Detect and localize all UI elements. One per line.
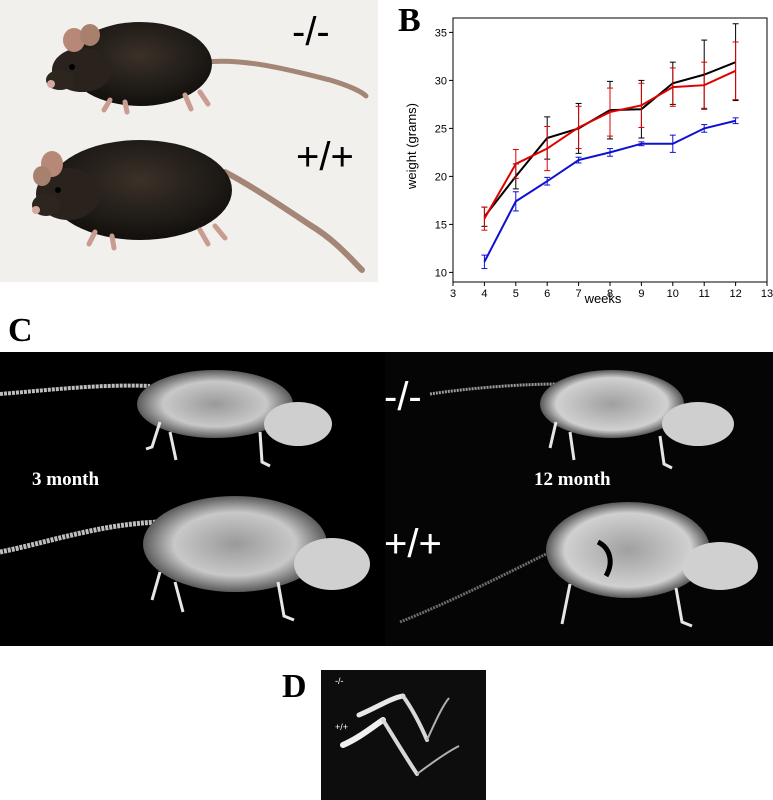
wildtype-leg-bones (340, 717, 460, 776)
y-tick-label: 10 (435, 267, 447, 279)
age-label-3-month: 3 month (32, 469, 99, 490)
y-tick-label: 30 (435, 75, 447, 87)
panel-c-letter: C (8, 312, 33, 349)
leg-bone-xray: -/- +/+ (321, 670, 486, 800)
chart-series (481, 23, 739, 270)
x-tick-label: 6 (544, 288, 550, 300)
x-tick-label: 8 (607, 288, 613, 300)
y-tick-label: 35 (435, 27, 447, 39)
x-tick-label: 9 (638, 288, 644, 300)
x-tick-label: 12 (729, 288, 741, 300)
genotype-label-wildtype: +/+ (296, 135, 354, 179)
xray-knockout-12-month (429, 370, 734, 470)
x-tick-label: 11 (698, 288, 709, 300)
x-tick-label: 13 (761, 288, 773, 300)
xray-wildtype-3-month (0, 496, 370, 622)
x-tick-label: 10 (667, 288, 679, 300)
bone-genotype-knockout: -/- (335, 676, 344, 686)
x-tick-label: 4 (481, 288, 487, 300)
x-tick-label: 7 (576, 288, 582, 300)
xray-knockout-3-month (0, 370, 332, 468)
x-tick-label: 3 (450, 288, 456, 300)
panel-b-letter: B (398, 2, 421, 39)
age-label-12-month: 12 month (534, 469, 611, 490)
x-tick-label: 5 (513, 288, 519, 300)
mice-photo: -/- +/+ (0, 0, 378, 282)
wildtype-mouse (32, 140, 365, 273)
weight-chart: 3 4 5 6 7 8 9 10 11 12 13 10 15 20 25 30 35 weeks weight… (404, 17, 773, 306)
knockout-mouse (46, 22, 369, 115)
chart-axes: 3 4 5 6 7 8 9 10 11 12 13 10 15 20 25 30 35 (435, 17, 773, 300)
knockout-leg-bones (356, 693, 450, 742)
bone-genotype-wildtype: +/+ (335, 722, 348, 732)
genotype-label-knockout: -/- (292, 10, 330, 54)
y-tick-label: 25 (435, 123, 447, 135)
xray-panel: 3 month 12 month -/- +/+ (0, 352, 773, 646)
x-axis-label: weeks (584, 291, 622, 306)
y-tick-label: 15 (435, 219, 447, 231)
xray-wildtype-12-month (399, 502, 758, 628)
xray-genotype-knockout: -/- (384, 375, 422, 419)
y-axis-label: weight (grams) (404, 103, 419, 190)
series-line-2 (483, 119, 736, 263)
panel-d-letter: D (282, 668, 307, 705)
xray-genotype-wildtype: +/+ (384, 522, 442, 566)
y-tick-label: 20 (435, 171, 447, 183)
